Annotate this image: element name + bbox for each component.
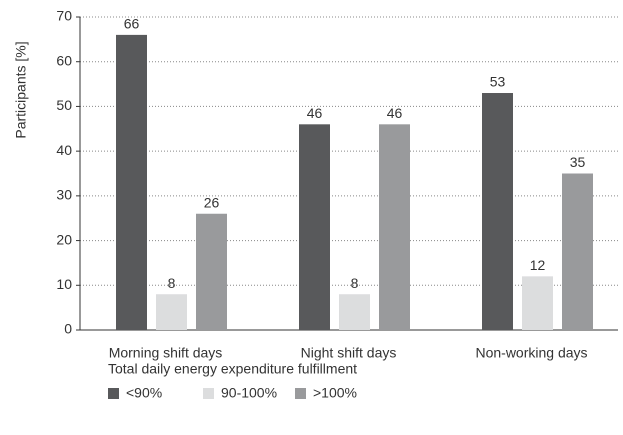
x-tick-label: Night shift days: [301, 345, 397, 361]
y-tick-label: 0: [64, 321, 72, 337]
legend-label: <90%: [126, 385, 162, 401]
bar: [156, 294, 187, 330]
value-label: 26: [204, 194, 220, 210]
bar: [339, 294, 370, 330]
value-label: 8: [168, 275, 176, 291]
bar: [522, 276, 553, 330]
bar: [116, 34, 147, 331]
bar: [299, 124, 330, 330]
y-tick-label: 40: [56, 142, 72, 158]
value-label: 46: [307, 105, 323, 121]
x-tick-label: Morning shift days: [109, 345, 223, 361]
bar: [196, 213, 227, 330]
legend-swatch: [108, 388, 119, 399]
value-label: 12: [530, 257, 546, 273]
y-tick-label: 70: [56, 8, 72, 24]
bar: [562, 173, 593, 330]
value-label: 35: [570, 154, 586, 170]
value-label: 8: [351, 275, 359, 291]
legend-label: 90-100%: [221, 385, 277, 401]
legend-swatch: [203, 388, 214, 399]
y-tick-label: 10: [56, 276, 72, 292]
value-label: 66: [124, 16, 140, 32]
value-label: 46: [387, 105, 403, 121]
legend-label: >100%: [313, 385, 357, 401]
bar: [482, 93, 513, 330]
value-label: 53: [490, 74, 506, 90]
y-tick-label: 20: [56, 231, 72, 247]
y-tick-label: 50: [56, 97, 72, 113]
x-tick-label: Non-working days: [475, 345, 587, 361]
bar: [379, 124, 410, 330]
y-tick-label: 60: [56, 52, 72, 68]
legend-swatch: [295, 388, 306, 399]
legend-title: Total daily energy expenditure fulfillme…: [108, 361, 357, 377]
y-axis-label: Participants [%]: [13, 41, 29, 138]
y-tick-label: 30: [56, 187, 72, 203]
